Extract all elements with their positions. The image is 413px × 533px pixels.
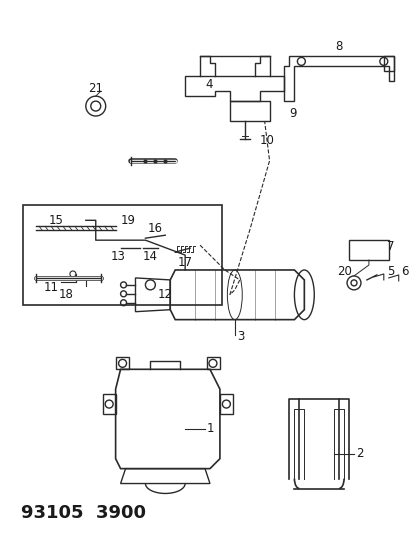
Text: 9: 9: [289, 107, 296, 119]
Text: 93105  3900: 93105 3900: [21, 504, 146, 522]
Text: 10: 10: [259, 134, 274, 147]
Text: 2: 2: [355, 447, 363, 460]
Text: 11: 11: [43, 281, 58, 294]
Text: 15: 15: [48, 214, 63, 227]
Text: 8: 8: [335, 40, 342, 53]
Text: 18: 18: [58, 288, 73, 301]
Text: 21: 21: [88, 82, 103, 95]
Text: 3: 3: [236, 330, 244, 343]
Text: 4: 4: [204, 78, 212, 91]
Text: 7: 7: [386, 240, 393, 253]
Text: 1: 1: [206, 423, 214, 435]
Text: 13: 13: [111, 249, 126, 263]
Text: 14: 14: [142, 249, 157, 263]
Text: 20: 20: [336, 265, 351, 278]
Text: 5: 5: [386, 265, 393, 278]
Text: 19: 19: [121, 214, 136, 227]
Text: 17: 17: [177, 255, 192, 269]
Text: 6: 6: [400, 265, 407, 278]
Text: 16: 16: [147, 222, 162, 235]
Text: 12: 12: [157, 288, 172, 301]
